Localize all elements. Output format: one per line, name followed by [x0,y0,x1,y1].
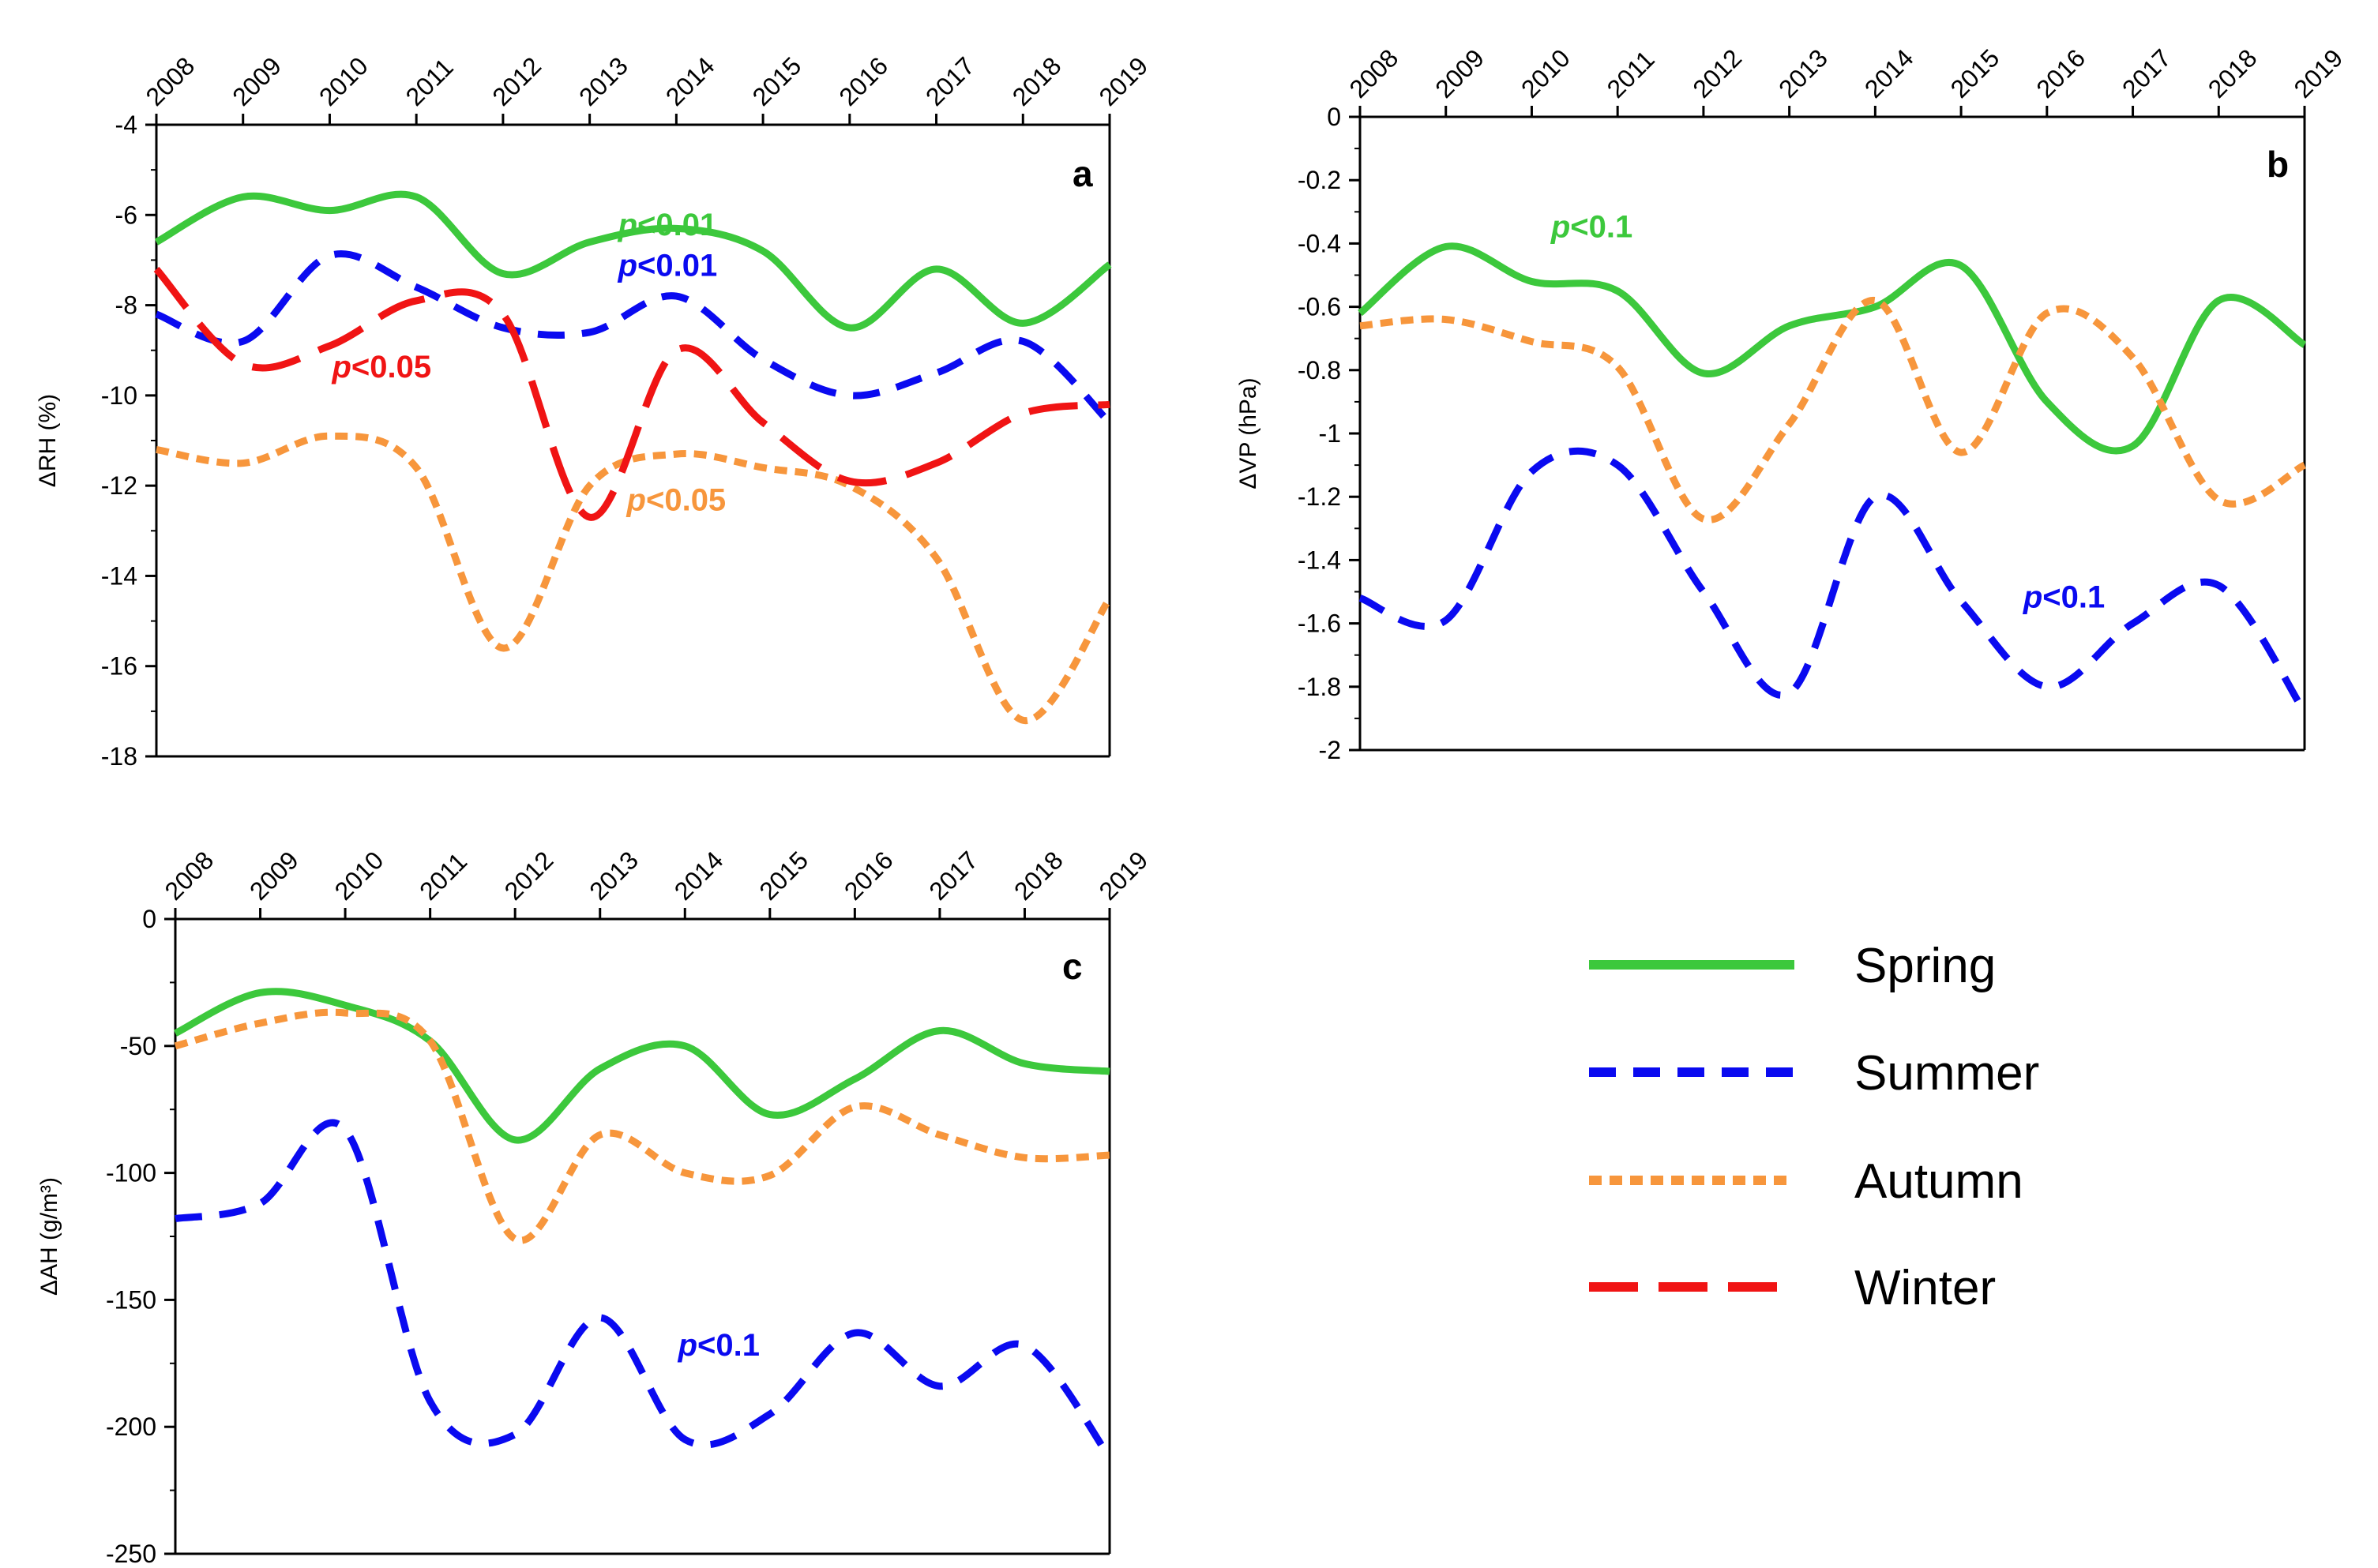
x-tick-label: 2012 [1687,43,1747,103]
x-tick-label: 2009 [1429,43,1490,103]
panel-letter-b: b [2267,144,2289,185]
x-tick-label: 2010 [329,846,389,906]
x-tick-label: 2013 [573,51,633,111]
x-tick-label: 2014 [660,51,720,111]
y-tick-label: -100 [106,1159,156,1187]
x-tick-label: 2016 [833,51,893,111]
legend-label-spring: Spring [1854,939,1996,993]
y-tick-label: -2 [1319,736,1341,764]
x-tick-label: 2018 [1007,51,1067,111]
y-tick-label: -1 [1319,419,1341,448]
x-tick-label: 2019 [1093,51,1153,111]
y-tick-label: -0.2 [1298,166,1341,194]
x-tick-label: 2014 [669,846,729,906]
x-tick-label: 2015 [753,846,813,906]
x-tick-label: 2009 [244,846,304,906]
y-tick-label: -16 [101,652,137,681]
y-tick-label: -0.6 [1298,293,1341,321]
x-tick-label: 2015 [747,51,807,111]
y-tick-label: -50 [120,1032,156,1060]
y-tick-label: -0.8 [1298,356,1341,384]
series-line-spring [173,988,1110,1144]
y-axis-label-c: ΔAH (g/m³) [36,1177,62,1296]
x-tick-label: 2017 [2117,43,2177,103]
x-tick-label: 2012 [486,51,547,111]
series-line-winter [153,266,1110,521]
panel-letter-c: c [1062,946,1083,987]
x-tick-label: 2010 [314,51,374,111]
series-line-summer [175,1119,1113,1460]
x-tick-label: 2015 [1945,43,2005,103]
y-tick-label: 0 [1327,103,1341,131]
y-tick-label: -1.6 [1298,610,1341,638]
x-tick-label: 2016 [839,846,899,906]
p-value-annotation: p<0.01 [618,248,718,283]
y-tick-label: 0 [142,905,156,933]
series-line-autumn [1359,297,2307,523]
legend: Spring Summer Autumn Winter [1589,939,2039,1315]
p-value-annotation: p<0.1 [1550,209,1632,244]
p-value-annotation: p<0.1 [2023,580,2105,615]
x-tick-label: 2009 [227,51,287,111]
y-tick-label: -14 [101,561,137,590]
y-tick-label: -10 [101,381,137,410]
x-tick-label: 2017 [920,51,980,111]
x-tick-label: 2018 [2203,43,2263,103]
series-line-summer [1358,447,2308,715]
series-line-autumn [174,1008,1110,1244]
p-value-annotation: p<0.1 [678,1328,760,1363]
p-value-annotation: p<0.01 [618,208,718,242]
x-tick-label: 2011 [400,53,459,111]
y-tick-label: -12 [101,471,137,500]
x-tick-label: 2008 [140,51,200,111]
series-line-autumn [156,432,1113,724]
x-tick-label: 2016 [2031,43,2091,103]
x-tick-label: 2008 [1343,43,1403,103]
y-tick-label: -4 [115,111,137,139]
series-line-spring [154,190,1112,332]
y-tick-label: -1.4 [1298,546,1341,574]
y-tick-label: -8 [115,291,137,320]
x-tick-label: 2014 [1859,43,1919,103]
x-tick-label: 2008 [159,846,219,906]
x-tick-label: 2013 [1773,43,1833,103]
legend-label-winter: Winter [1854,1261,1996,1315]
legend-label-autumn: Autumn [1854,1154,2023,1209]
series-line-summer [155,250,1113,426]
x-tick-label: 2011 [414,847,472,906]
y-tick-label: -0.4 [1298,229,1341,257]
y-tick-label: -1.8 [1298,673,1341,701]
x-tick-label: 2013 [584,846,644,906]
panel-letter-a: a [1073,153,1093,194]
panel-b: ΔVP (hPa) b -2 -1.8 -1.6 -1.4 -1.2 -1 -0.8 -0.6… [1235,43,2348,764]
y-axis-label-a: ΔRH (%) [35,394,61,487]
x-tick-label: 2011 [1602,45,1660,103]
x-tick-label: 2010 [1516,43,1576,103]
x-tick-label: 2017 [923,846,983,906]
y-tick-label: -250 [106,1540,156,1568]
x-tick-label: 2019 [1093,846,1153,906]
x-tick-label: 2019 [2288,43,2348,103]
y-axis-label-b: ΔVP (hPa) [1235,377,1261,489]
p-value-annotation: p<0.05 [331,350,431,384]
y-tick-label: -150 [106,1285,156,1314]
series-line-spring [1358,242,2307,455]
x-tick-label: 2018 [1009,846,1069,906]
y-tick-label: -18 [101,742,137,771]
y-tick-label: -6 [115,201,137,229]
p-value-annotation: p<0.05 [626,483,727,518]
y-tick-label: -200 [106,1412,156,1441]
legend-label-summer: Summer [1854,1046,2039,1101]
y-tick-label: -1.2 [1298,482,1341,511]
x-tick-label: 2012 [499,846,559,906]
